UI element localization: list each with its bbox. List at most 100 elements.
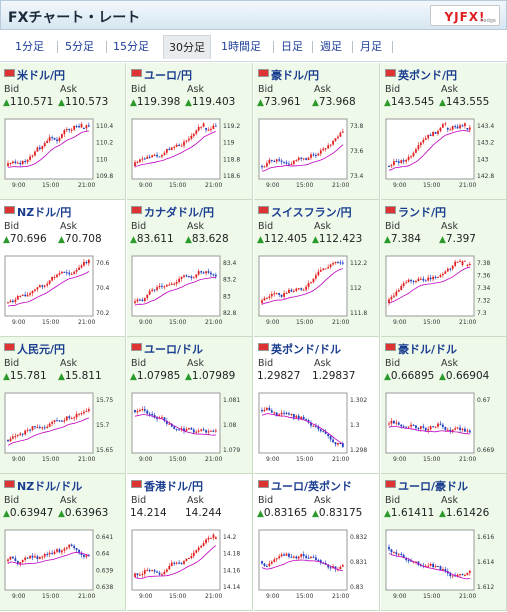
pair-name[interactable]: ユーロ/ドル	[144, 343, 204, 356]
mini-chart[interactable]: 112.2 112 111.8 9:00 15:00 21:00	[258, 255, 378, 335]
candle-body	[85, 555, 88, 557]
mini-chart[interactable]: 83.4 83.2 83 82.8 9:00 15:00 21:00	[131, 255, 251, 335]
mini-chart[interactable]: 1.081 1.08 1.079 9:00 15:00 21:00	[131, 392, 251, 472]
candle-body	[202, 543, 205, 546]
tab-daily[interactable]: 日足	[281, 40, 303, 53]
candle-body	[390, 296, 393, 300]
candle-body	[388, 547, 390, 550]
pair-name[interactable]: カナダドル/円	[144, 206, 215, 219]
rate-card[interactable]: 英ポンド/ドル Bid Ask 1.29827 1.29837 1.302 1.3 1.298…	[254, 337, 380, 474]
candle-body	[429, 563, 432, 566]
rate-card[interactable]: 人民元/円 Bid Ask ▲15.781 ▲15.811 15.75 15.7 15.65 9…	[0, 337, 126, 474]
mini-chart[interactable]: 14.2 14.18 14.16 14.14 9:00 15:00 21:00	[131, 529, 251, 609]
mini-chart[interactable]: 73.8 73.6 73.4 9:00 15:00 21:00	[258, 118, 378, 198]
candle-body	[454, 126, 457, 128]
candle-body	[134, 410, 136, 413]
tab-weekly[interactable]: 週足	[320, 40, 342, 53]
rate-card[interactable]: NZドル/円 Bid Ask ▲70.696 ▲70.708 70.6 70.4 70.2 9:…	[0, 200, 126, 337]
ask-value-text: 0.63963	[64, 507, 109, 519]
pair-name[interactable]: 香港ドル/円	[144, 480, 204, 493]
pair-name[interactable]: 米ドル/円	[17, 69, 66, 82]
candle-body	[266, 163, 268, 167]
candle-body	[80, 413, 83, 415]
rate-card[interactable]: 米ドル/円 Bid Ask ▲110.571 ▲110.573 110.4 110.2 110…	[0, 63, 126, 200]
up-arrow-icon: ▲	[3, 98, 10, 108]
yjfx-logo[interactable]: YJFX! hedge	[430, 5, 500, 26]
pair-name[interactable]: NZドル/円	[17, 206, 72, 219]
tab-monthly[interactable]: 月足	[360, 40, 382, 53]
candle-body	[156, 287, 158, 290]
candle-body	[205, 430, 207, 433]
tab-1hour[interactable]: 1時間足	[221, 40, 261, 53]
mini-chart[interactable]: 7.38 7.36 7.34 7.32 7.3 9:00 15:00 21:00	[385, 255, 505, 335]
rate-card[interactable]: ユーロ/豪ドル Bid Ask ▲1.61411 ▲1.61426 1.616 1.614 1…	[381, 474, 507, 611]
ask-value: ▲73.968	[312, 96, 356, 108]
mini-chart[interactable]: 110.4 110.2 110 109.8 9:00 15:00 21:00	[4, 118, 124, 198]
ask-label: Ask	[187, 358, 204, 369]
candle-body	[278, 556, 281, 559]
rate-card[interactable]: ユーロ/円 Bid Ask ▲119.398 ▲119.403 119.2 119 118.8…	[127, 63, 253, 200]
y-tick-label: 15.75	[96, 397, 113, 404]
y-tick-label: 112	[350, 285, 362, 292]
candle-body	[268, 407, 271, 411]
rate-card[interactable]: 豪ドル/ドル Bid Ask ▲0.66895 ▲0.66904 0.67 0.669 9:0…	[381, 337, 507, 474]
logo-sub: hedge	[480, 18, 496, 24]
candle-body	[393, 420, 395, 424]
rate-card[interactable]: カナダドル/円 Bid Ask ▲83.611 ▲83.628 83.4 83.2 83 82.…	[127, 200, 253, 337]
pair-name[interactable]: 豪ドル/円	[271, 69, 320, 82]
candle-body	[158, 285, 161, 288]
y-tick-label: 143	[477, 156, 489, 163]
candle-body	[444, 271, 447, 274]
pair-name[interactable]: ユーロ/円	[144, 69, 193, 82]
pair-name[interactable]: 英ポンド/ドル	[271, 343, 342, 356]
rate-card[interactable]: ユーロ/英ポンド Bid Ask ▲0.83165 ▲0.83175 0.832 0.831…	[254, 474, 380, 611]
up-arrow-icon: ▲	[312, 235, 319, 245]
rate-card[interactable]: NZドル/ドル Bid Ask ▲0.63947 ▲0.63963 0.641 0.64 0.…	[0, 474, 126, 611]
mini-chart[interactable]: 0.832 0.831 0.83 9:00 15:00 21:00	[258, 529, 378, 609]
y-tick-label: 7.38	[477, 260, 491, 267]
candle-body	[56, 139, 58, 142]
chart-plot-area	[258, 118, 348, 180]
candle-body	[273, 160, 276, 162]
pair-name[interactable]: 人民元/円	[17, 343, 66, 356]
mini-chart[interactable]: 119.2 119 118.8 118.6 9:00 15:00 21:00	[131, 118, 251, 198]
pair-name[interactable]: NZドル/ドル	[17, 480, 83, 493]
rate-card[interactable]: スイスフラン/円 Bid Ask ▲112.405 ▲112.423 112.2 112 11…	[254, 200, 380, 337]
mini-chart[interactable]: 15.75 15.7 15.65 9:00 15:00 21:00	[4, 392, 124, 472]
candle-body	[53, 551, 56, 554]
mini-chart[interactable]: 143.4 143.2 143 142.8 9:00 15:00 21:00	[385, 118, 505, 198]
tab-1min[interactable]: 1分足	[15, 40, 44, 53]
candle-body	[397, 161, 400, 163]
pair-name[interactable]: 英ポンド/円	[398, 69, 458, 82]
candle-body	[12, 436, 14, 439]
mini-chart[interactable]: 1.302 1.3 1.298 9:00 15:00 21:00	[258, 392, 378, 472]
candle-body	[329, 264, 332, 268]
pair-name[interactable]: 豪ドル/ドル	[398, 343, 458, 356]
candle-body	[268, 159, 271, 164]
mini-chart[interactable]: 70.6 70.4 70.2 9:00 15:00 21:00	[4, 255, 124, 335]
tab-15min[interactable]: 15分足	[113, 40, 149, 53]
candle-body	[337, 442, 339, 445]
candle-body	[200, 126, 203, 128]
candle-body	[75, 270, 78, 272]
tab-5min[interactable]: 5分足	[65, 40, 94, 53]
rate-card[interactable]: ランド/円 Bid Ask ▲7.384 ▲7.397 7.38 7.36 7.34 7.32 7…	[381, 200, 507, 337]
moving-average-line	[134, 545, 217, 579]
ask-value: 14.244	[185, 507, 222, 519]
pair-name[interactable]: ランド/円	[398, 206, 447, 219]
rate-card[interactable]: ユーロ/ドル Bid Ask ▲1.07985 ▲1.07989 1.081 1.08 1.0…	[127, 337, 253, 474]
mini-chart[interactable]: 1.616 1.614 1.612 9:00 15:00 21:00	[385, 529, 505, 609]
mini-chart[interactable]: 0.641 0.64 0.639 0.638 9:00 15:00 21:00	[4, 529, 124, 609]
tab-30min[interactable]: 30分足	[163, 35, 211, 59]
rate-card[interactable]: 豪ドル/円 Bid Ask ▲73.961 ▲73.968 73.8 73.6 73.4 9:0…	[254, 63, 380, 200]
candle-body	[51, 421, 53, 424]
rate-card[interactable]: 香港ドル/円 Bid Ask 14.214 14.244 14.2 14.18 14.16 14…	[127, 474, 253, 611]
candle-body	[302, 158, 305, 160]
pair-name[interactable]: ユーロ/豪ドル	[398, 480, 469, 493]
bid-value-text: 15.781	[9, 370, 47, 382]
pair-name[interactable]: スイスフラン/円	[271, 206, 352, 219]
rate-card[interactable]: 英ポンド/円 Bid Ask ▲143.545 ▲143.555 143.4 143.2 14…	[381, 63, 507, 200]
mini-chart[interactable]: 0.67 0.669 9:00 15:00 21:00	[385, 392, 505, 472]
candle-body	[434, 131, 437, 134]
pair-name[interactable]: ユーロ/英ポンド	[271, 480, 353, 493]
